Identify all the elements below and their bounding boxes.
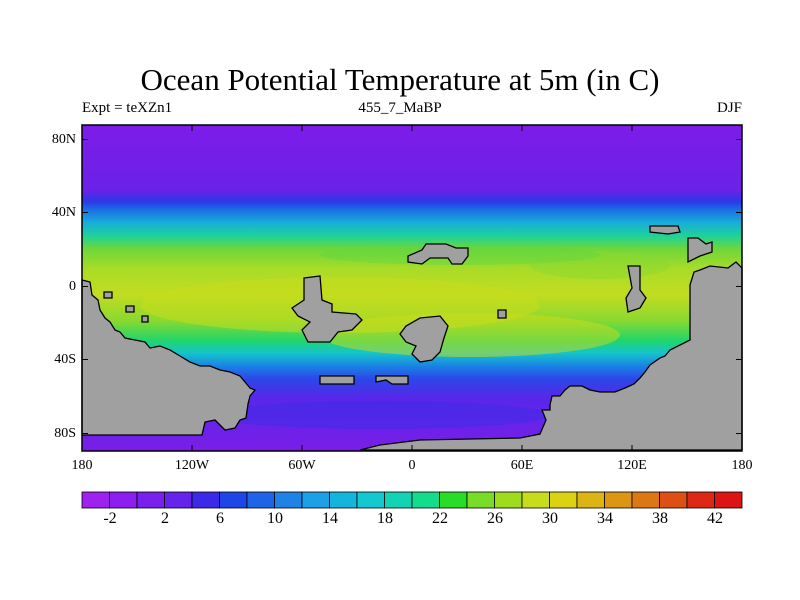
- land-island-b: [399, 315, 449, 363]
- land-island-e: [687, 237, 713, 264]
- colorbar-label: 14: [322, 510, 338, 527]
- colorbar-swatch: [384, 491, 413, 509]
- land-island-i: [497, 309, 507, 319]
- colorbar-label: 22: [432, 510, 448, 527]
- land-island-a: [291, 275, 363, 343]
- colorbar-label: 10: [267, 510, 283, 527]
- colorbar-swatch: [439, 491, 468, 509]
- y-tick-label: 0: [69, 279, 76, 294]
- y-tick-label: 40N: [51, 205, 76, 220]
- colorbar-swatch: [576, 491, 605, 509]
- colorbar-label: 26: [487, 510, 503, 527]
- x-tick-label: 120W: [174, 458, 210, 473]
- colorbar-swatch: [466, 491, 495, 509]
- land-island-j: [103, 291, 113, 299]
- colorbar-label: 30: [542, 510, 558, 527]
- x-tick-label: 180: [731, 458, 753, 473]
- colorbar-swatch: [521, 491, 550, 509]
- colorbar-swatch: [329, 491, 358, 509]
- colorbar: [81, 491, 743, 509]
- y-tick-label: 40S: [54, 352, 76, 367]
- colorbar-label: 18: [377, 510, 393, 527]
- land-island-l: [141, 315, 149, 323]
- colorbar-swatch: [81, 491, 110, 509]
- experiment-label: Expt = teXZn1: [82, 100, 173, 116]
- season-label: DJF: [716, 100, 742, 116]
- colorbar-label: 42: [707, 510, 723, 527]
- land-island-g: [319, 375, 355, 385]
- colorbar-swatch: [549, 491, 578, 509]
- colorbar-swatch: [136, 491, 165, 509]
- colorbar-swatch: [274, 491, 303, 509]
- colorbar-swatch: [164, 491, 193, 509]
- land-island-d: [625, 265, 647, 313]
- colorbar-swatch: [686, 491, 715, 509]
- period-label: 455_7_MaBP: [358, 100, 442, 116]
- colorbar-label: 38: [652, 510, 668, 527]
- colorbar-swatch: [604, 491, 633, 509]
- axis-ticks: [82, 125, 742, 451]
- colorbar-swatch: [411, 491, 440, 509]
- x-tick-label: 0: [408, 458, 416, 473]
- colorbar-swatch: [246, 491, 275, 509]
- x-tick-label: 120E: [617, 458, 647, 473]
- land-island-c: [407, 243, 469, 265]
- x-tick-label: 60W: [288, 458, 316, 473]
- land-island-f: [649, 225, 681, 235]
- plot-title: Ocean Potential Temperature at 5m (in C): [140, 62, 660, 97]
- x-tick-label: 180: [71, 458, 93, 473]
- colorbar-swatch: [109, 491, 138, 509]
- colorbar-swatch: [494, 491, 523, 509]
- colorbar-label: 34: [597, 510, 613, 527]
- land-island-k: [125, 305, 135, 313]
- colorbar-label: 6: [216, 510, 224, 527]
- colorbar-swatch: [301, 491, 330, 509]
- colorbar-label: 2: [161, 510, 169, 527]
- land-masses: [81, 225, 743, 451]
- land-island-h: [375, 375, 409, 385]
- colorbar-swatch: [356, 491, 385, 509]
- x-tick-label: 60E: [510, 458, 534, 473]
- colorbar-swatch: [631, 491, 660, 509]
- colorbar-swatch: [219, 491, 248, 509]
- land-west-continent: [81, 279, 257, 436]
- colorbar-swatch: [659, 491, 688, 509]
- y-tick-label: 80N: [51, 132, 76, 147]
- y-tick-label: 80S: [54, 426, 76, 441]
- colorbar-swatch: [714, 491, 743, 509]
- colorbar-swatch: [191, 491, 220, 509]
- land-east-continent: [359, 261, 743, 451]
- colorbar-label: -2: [103, 510, 117, 527]
